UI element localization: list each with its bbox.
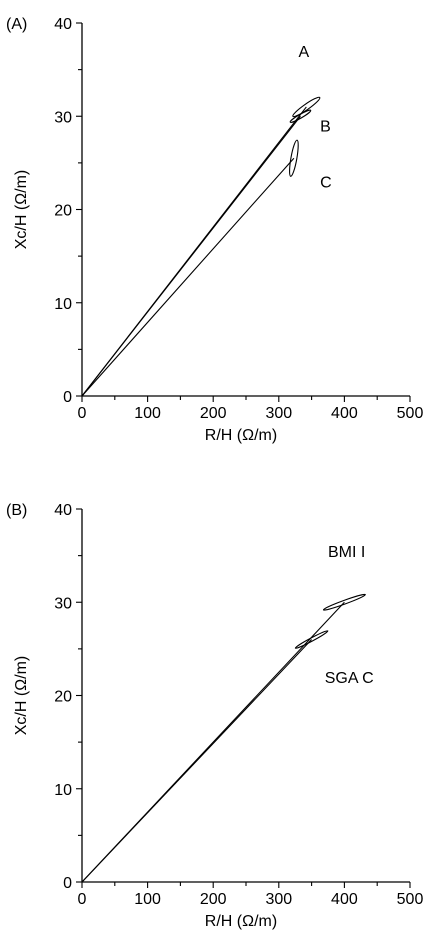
- mean-vector-c: [81, 157, 295, 397]
- series-label-c: C: [320, 175, 332, 192]
- confidence-ellipse-sga-c: [294, 630, 329, 649]
- x-tick-label: 200: [200, 891, 227, 908]
- confidence-ellipse-a: [292, 96, 321, 118]
- y-tick-label: 40: [54, 502, 72, 519]
- x-tick-label: 300: [265, 891, 292, 908]
- x-tick-label: 500: [397, 405, 424, 422]
- y-tick-label: 10: [54, 296, 72, 313]
- y-tick-label: 30: [54, 109, 72, 126]
- y-axis-label: Xc/H (Ω/m): [13, 170, 30, 250]
- panel-label: (A): [6, 16, 27, 33]
- x-tick-label: 300: [265, 405, 292, 422]
- y-tick-label: 0: [63, 389, 72, 406]
- confidence-ellipse-c: [289, 139, 299, 177]
- x-tick-label: 400: [331, 405, 358, 422]
- panel-label: (B): [6, 502, 27, 519]
- series-label-bmi-i: BMI I: [328, 544, 365, 561]
- y-tick-label: 30: [54, 595, 72, 612]
- x-tick-label: 100: [134, 405, 161, 422]
- chart-panel-2: 0 100 200 300 400 500 0 10 20 30 40 R/H (Ω/m) Xc/H (…: [6, 502, 423, 930]
- x-tick-label: 100: [134, 891, 161, 908]
- y-tick-label: 0: [63, 875, 72, 892]
- mean-vector-b: [81, 115, 301, 397]
- chart-panel-1: 0 100 200 300 400 500 0 10 20 30 40 R/H (Ω/m) Xc/H (…: [6, 16, 423, 444]
- mean-vector-sga-c: [81, 639, 312, 883]
- x-tick-label: 500: [397, 891, 424, 908]
- confidence-ellipse-bmi-i: [322, 593, 366, 611]
- x-axis-label: R/H (Ω/m): [205, 427, 277, 444]
- x-tick-label: 0: [78, 891, 87, 908]
- x-tick-label: 200: [200, 405, 227, 422]
- y-tick-label: 20: [54, 689, 72, 706]
- y-tick-label: 40: [54, 16, 72, 33]
- y-axis-label: Xc/H (Ω/m): [13, 656, 30, 736]
- y-tick-label: 10: [54, 782, 72, 799]
- x-tick-label: 0: [78, 405, 87, 422]
- y-tick-label: 20: [54, 203, 72, 220]
- series-label-a: A: [298, 44, 309, 61]
- x-axis-label: R/H (Ω/m): [205, 913, 277, 930]
- series-label-sga-c: SGA C: [325, 670, 374, 687]
- series-label-b: B: [320, 119, 331, 136]
- x-tick-label: 400: [331, 891, 358, 908]
- confidence-ellipse-b: [289, 109, 312, 123]
